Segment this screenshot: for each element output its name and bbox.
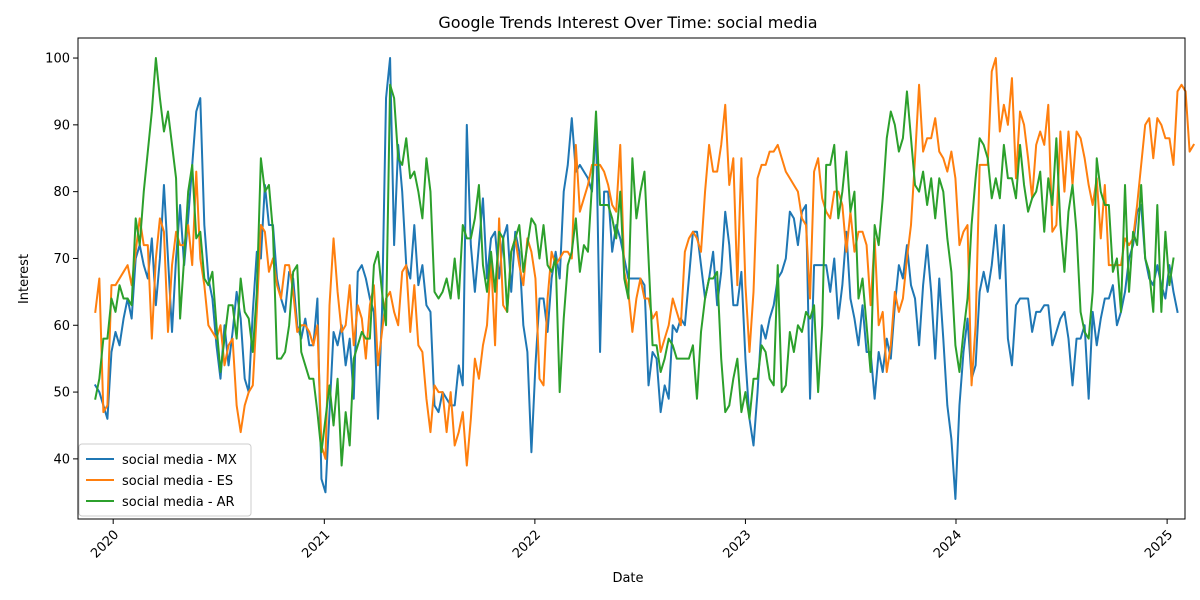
- legend-entry-mx: social media - MX: [86, 453, 237, 468]
- series-line-mx: [93, 57, 1179, 500]
- y-axis: 40 50 60 70 80 90 100: [45, 52, 78, 467]
- y-tick-label-50: 50: [53, 386, 70, 401]
- legend-entry-es: social media - ES: [86, 474, 233, 489]
- series-line-ar: [94, 57, 1175, 467]
- legend-label-ar: social media - AR: [122, 495, 235, 510]
- y-tick-label-70: 70: [53, 252, 70, 267]
- legend-label-mx: social media - MX: [122, 453, 237, 468]
- legend-label-es: social media - ES: [122, 474, 233, 489]
- series-line-es: [94, 57, 1196, 467]
- y-tick-label-90: 90: [53, 118, 70, 133]
- chart-title: Google Trends Interest Over Time: social…: [438, 13, 817, 32]
- y-tick-label-40: 40: [53, 452, 70, 467]
- y-tick-label-80: 80: [53, 185, 70, 200]
- plot-area: [93, 57, 1196, 500]
- legend: social media - MX social media - ES soci…: [78, 443, 252, 517]
- y-tick-label-100: 100: [45, 52, 70, 67]
- y-axis-title: Interest: [17, 254, 32, 304]
- plot-frame: [77, 37, 1186, 520]
- y-tick-label-60: 60: [53, 319, 70, 334]
- legend-entry-ar: social media - AR: [86, 495, 235, 510]
- x-axis-title: Date: [612, 571, 643, 586]
- legend-box: [78, 443, 252, 517]
